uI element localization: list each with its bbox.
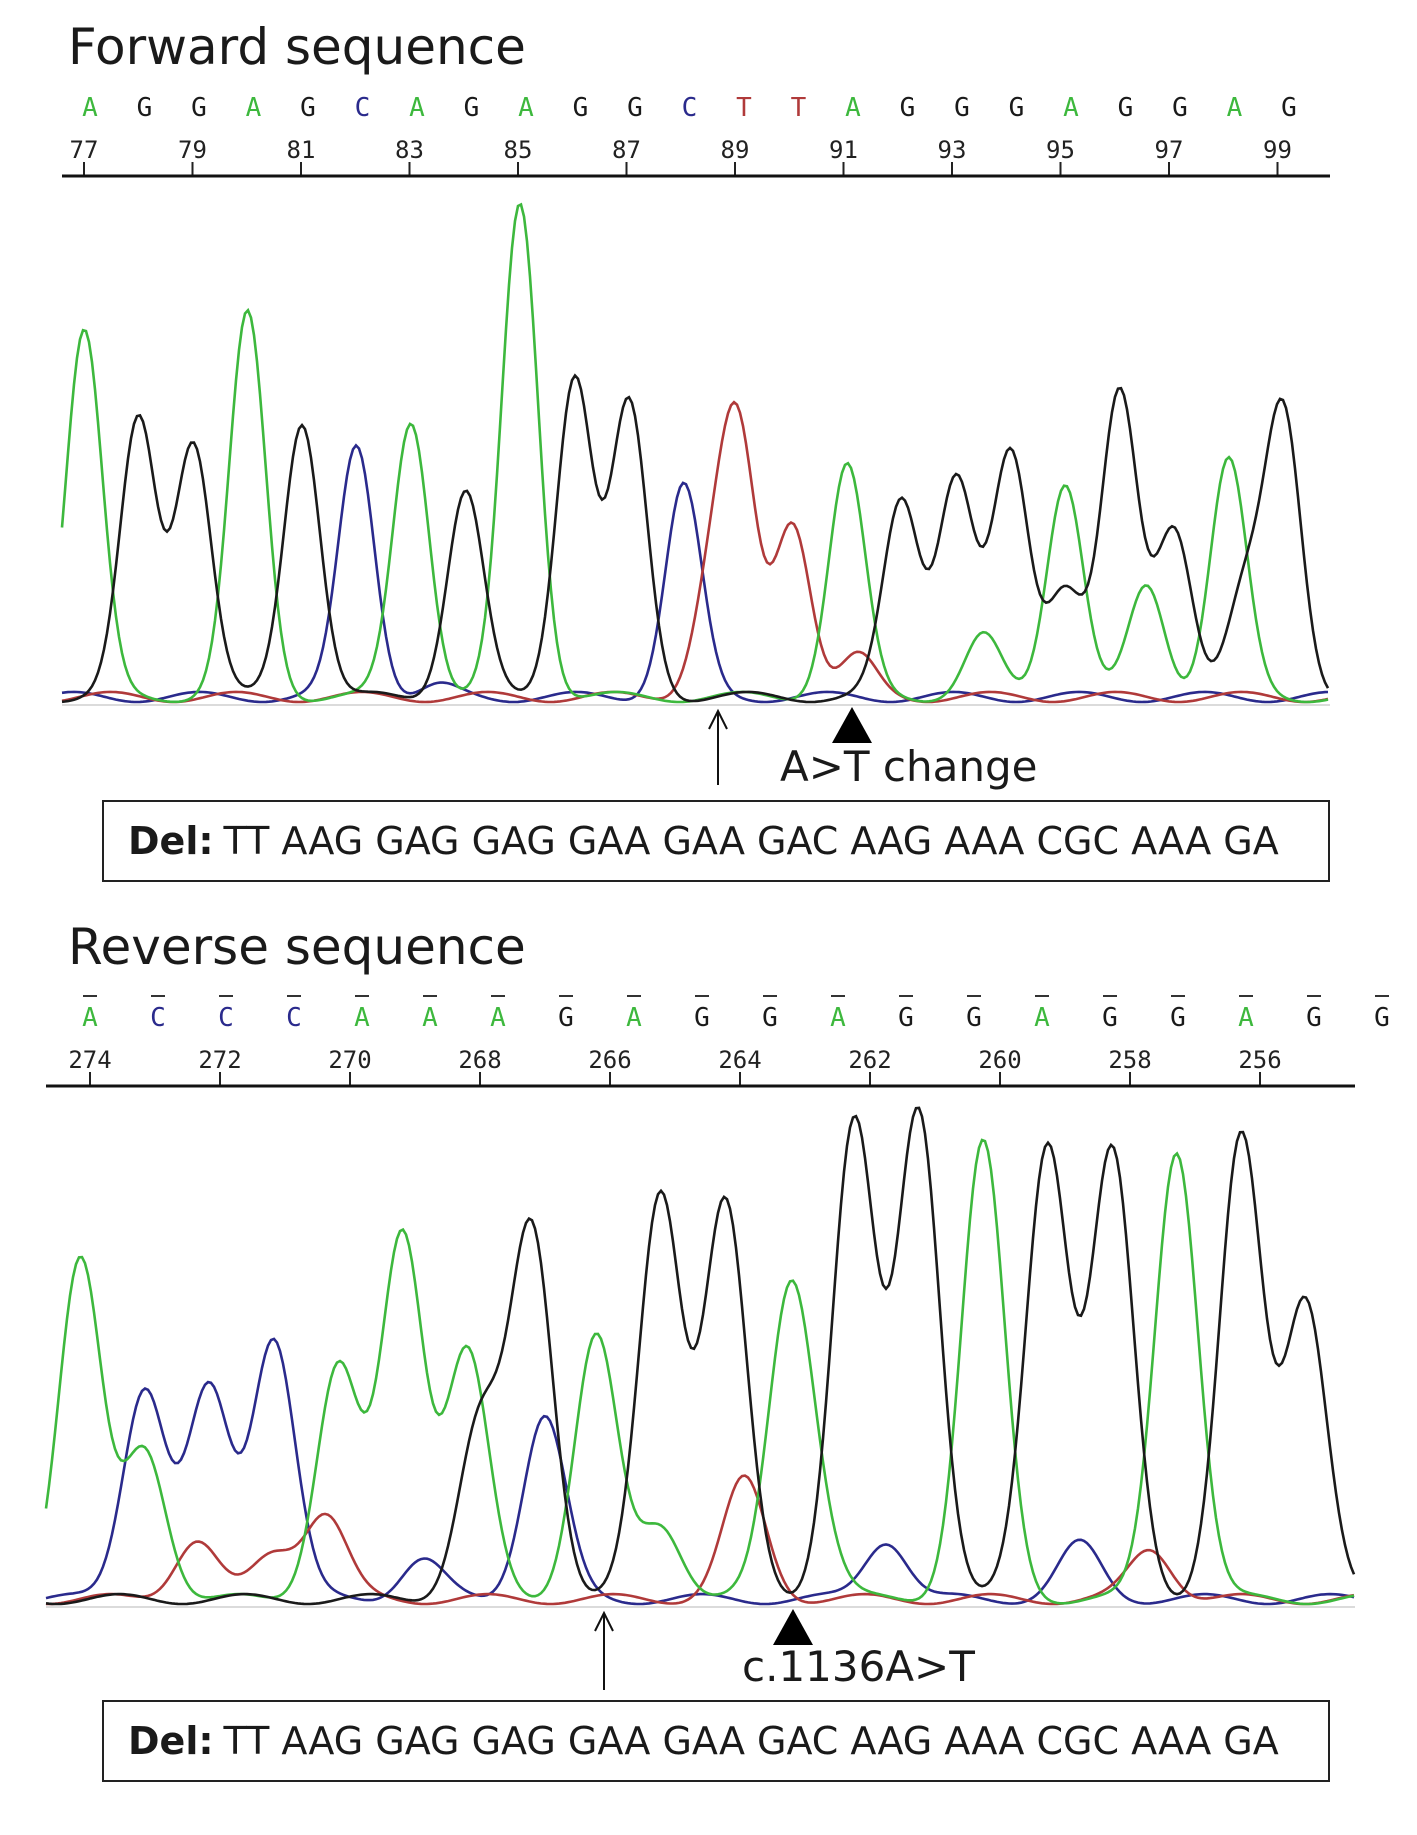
forward-base-call: A (518, 93, 534, 123)
reverse-base-call: G (558, 1003, 574, 1033)
reverse-panel: Reverse sequence A C C C A A A G A G G A G G A G G A G G 274… (0, 900, 1417, 1835)
reverse-deletion-prefix: Del: (128, 1719, 214, 1763)
forward-position-label: 81 (287, 136, 316, 164)
reverse-base-call: A (354, 1003, 370, 1033)
reverse-position-label: 258 (1108, 1046, 1151, 1074)
forward-position-label: 95 (1046, 136, 1075, 164)
reverse-deletion-sequence: TT AAG GAG GAG GAA GAA GAC AAG AAA CGC A… (223, 1719, 1279, 1763)
forward-base-call: G (191, 93, 207, 123)
forward-position-label: 99 (1263, 136, 1292, 164)
forward-position-label: 91 (829, 136, 858, 164)
forward-deletion-box: Del: TT AAG GAG GAG GAA GAA GAC AAG AAA … (102, 800, 1330, 882)
reverse-title: Reverse sequence (68, 918, 526, 976)
forward-mutation-marker (832, 707, 872, 743)
reverse-base-call: A (422, 1003, 438, 1033)
forward-base-call: C (682, 93, 698, 123)
forward-base-call: G (1009, 93, 1025, 123)
reverse-position-label: 274 (68, 1046, 111, 1074)
forward-deletion-arrowhead (708, 708, 728, 730)
reverse-position-label: 262 (848, 1046, 891, 1074)
reverse-base-call: C (286, 1003, 302, 1033)
reverse-base-call: G (898, 1003, 914, 1033)
forward-mutation-label: A>T change (780, 742, 1038, 791)
forward-trace-T (61, 400, 1329, 704)
reverse-mutation-marker (773, 1609, 813, 1645)
forward-trace-A (60, 202, 1329, 704)
reverse-base-call: A (82, 1003, 98, 1033)
forward-base-call: T (736, 93, 752, 123)
forward-position-label: 83 (395, 136, 424, 164)
forward-base-call: A (82, 93, 98, 123)
forward-base-call: A (845, 93, 861, 123)
reverse-trace-G (45, 1106, 1356, 1606)
forward-base-call: G (300, 93, 316, 123)
forward-deletion-prefix: Del: (128, 819, 214, 863)
reverse-base-call: G (1374, 1003, 1390, 1033)
forward-position-label: 77 (70, 136, 99, 164)
reverse-base-call: G (762, 1003, 778, 1033)
reverse-base-call: A (626, 1003, 642, 1033)
reverse-base-call: G (1170, 1003, 1186, 1033)
reverse-position-label: 264 (718, 1046, 761, 1074)
reverse-base-call: G (966, 1003, 982, 1033)
reverse-trace-T (46, 1474, 1355, 1606)
reverse-position-label: 272 (198, 1046, 241, 1074)
forward-base-call: G (464, 93, 480, 123)
forward-position-label: 89 (721, 136, 750, 164)
reverse-position-label: 256 (1238, 1046, 1281, 1074)
forward-position-label: 85 (504, 136, 533, 164)
forward-base-call: A (246, 93, 262, 123)
reverse-mutation-label: c.1136A>T (742, 1642, 975, 1691)
reverse-base-call: G (1306, 1003, 1322, 1033)
reverse-trace-C (45, 1337, 1355, 1606)
forward-panel: Forward sequence A G G A G C A G A G G C T T A G G G A G G A G… (0, 0, 1417, 900)
reverse-deletion-box: Del: TT AAG GAG GAG GAA GAA GAC AAG AAA … (102, 1700, 1330, 1782)
forward-base-call: G (573, 93, 589, 123)
forward-base-call: T (791, 93, 807, 123)
reverse-chromatogram: A C C C A A A G A G G A G G A G G A G G 274 272 270 268 266 264 26… (44, 995, 1390, 1690)
reverse-base-call: A (830, 1003, 846, 1033)
forward-base-call: G (1281, 93, 1297, 123)
forward-position-label: 93 (938, 136, 967, 164)
reverse-position-label: 266 (588, 1046, 631, 1074)
forward-position-label: 87 (612, 136, 641, 164)
forward-base-call: A (409, 93, 425, 123)
reverse-base-call: G (1102, 1003, 1118, 1033)
forward-deletion-sequence: TT AAG GAG GAG GAA GAA GAC AAG AAA CGC A… (223, 819, 1279, 863)
reverse-base-call: C (218, 1003, 234, 1033)
reverse-position-label: 260 (978, 1046, 1021, 1074)
forward-base-call: A (1227, 93, 1243, 123)
forward-base-call: G (1118, 93, 1134, 123)
reverse-base-call: G (694, 1003, 710, 1033)
forward-base-call: G (954, 93, 970, 123)
reverse-position-label: 268 (458, 1046, 501, 1074)
forward-chromatogram: A G G A G C A G A G G C T T A G G G A G G A G 77 79 81 83 85 87 89 91 9… (60, 93, 1330, 785)
reverse-trace-A (44, 1138, 1355, 1606)
forward-position-label: 79 (178, 136, 207, 164)
forward-base-call: G (900, 93, 916, 123)
reverse-deletion-arrowhead (594, 1610, 614, 1632)
forward-base-call: A (1063, 93, 1079, 123)
reverse-base-call: A (1034, 1003, 1050, 1033)
reverse-position-label: 270 (328, 1046, 371, 1074)
forward-base-call: G (627, 93, 643, 123)
forward-trace-G (61, 373, 1330, 704)
forward-base-call: C (355, 93, 371, 123)
reverse-base-call: A (1238, 1003, 1254, 1033)
forward-trace-C (61, 443, 1329, 704)
forward-title: Forward sequence (68, 18, 526, 76)
forward-position-label: 97 (1155, 136, 1184, 164)
forward-base-call: G (137, 93, 153, 123)
reverse-base-call: A (490, 1003, 506, 1033)
forward-base-call: G (1172, 93, 1188, 123)
reverse-base-call: C (150, 1003, 166, 1033)
